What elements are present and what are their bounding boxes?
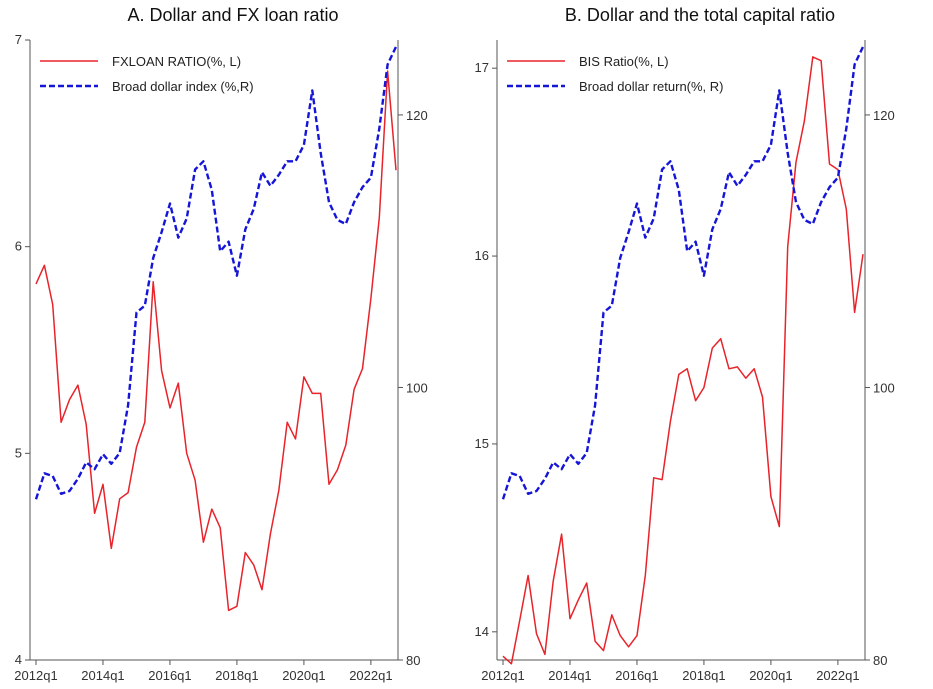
panel-b-x-tick-label: 2016q1 bbox=[615, 668, 658, 683]
panel-b-y-left-tick-label: 15 bbox=[475, 436, 489, 451]
panel-b-x-tick-label: 2018q1 bbox=[682, 668, 725, 683]
panel-a-x-tick-label: 2014q1 bbox=[81, 668, 124, 683]
panel-b-x-tick-label: 2014q1 bbox=[548, 668, 591, 683]
panel-b-y-right-tick-label: 120 bbox=[873, 108, 895, 123]
panel-a-legend-label: FXLOAN RATIO(%, L) bbox=[112, 54, 241, 69]
panel-b-legend-label: Broad dollar return(%, R) bbox=[579, 79, 724, 94]
panel-a-x-tick-label: 2012q1 bbox=[14, 668, 57, 683]
panel-b-y-left-tick-label: 14 bbox=[475, 624, 489, 639]
panel-a-series-right-line bbox=[34, 46, 398, 500]
panel-b-title: B. Dollar and the total capital ratio bbox=[564, 5, 836, 25]
panel-a-series-left-line bbox=[35, 70, 397, 612]
panel-a-y-right-tick-label: 100 bbox=[406, 380, 428, 395]
panel-a-y-left-tick-label: 4 bbox=[15, 652, 22, 667]
panel-b-y-left-tick-label: 17 bbox=[475, 60, 489, 75]
panel-b-legend-label: BIS Ratio(%, L) bbox=[579, 54, 669, 69]
panel-a-y-right-tick-label: 80 bbox=[406, 653, 420, 668]
panel-a-y-left-tick-label: 5 bbox=[15, 445, 22, 460]
panel-b-chart: 14 15 16 17 80 100 120 2012q1 2014q1 2016q1 2018q1… bbox=[475, 40, 895, 683]
panel-b-series-right-line bbox=[501, 46, 865, 500]
panel-a-y-left-tick-label: 7 bbox=[15, 32, 22, 47]
panel-a-y-right-tick-label: 120 bbox=[406, 108, 428, 123]
panel-b-y-right-tick-label: 80 bbox=[873, 653, 887, 668]
panel-b-x-tick-label: 2012q1 bbox=[481, 668, 524, 683]
panel-a-y-left-tick-label: 6 bbox=[15, 239, 22, 254]
panel-a-legend-label: Broad dollar index (%,R) bbox=[112, 79, 254, 94]
panel-b: B. Dollar and the total capital ratio 14… bbox=[467, 0, 933, 689]
panel-a-x-tick-label: 2022q1 bbox=[349, 668, 392, 683]
panel-a: A. Dollar and FX loan ratio 4 5 6 7 80 100 120… bbox=[0, 0, 466, 689]
panel-b-y-right-tick-label: 100 bbox=[873, 380, 895, 395]
panel-b-series-left-line bbox=[502, 56, 864, 665]
panel-a-x-tick-label: 2016q1 bbox=[148, 668, 191, 683]
panel-a-x-tick-label: 2020q1 bbox=[282, 668, 325, 683]
panel-b-y-left-tick-label: 16 bbox=[475, 248, 489, 263]
panel-a-x-tick-label: 2018q1 bbox=[215, 668, 258, 683]
panel-a-title: A. Dollar and FX loan ratio bbox=[127, 5, 339, 25]
panel-b-x-tick-label: 2020q1 bbox=[749, 668, 792, 683]
panel-b-x-tick-label: 2022q1 bbox=[816, 668, 859, 683]
panel-a-chart: 4 5 6 7 80 100 120 2012q1 2014q1 2016q1 2018q1 2020… bbox=[14, 32, 428, 683]
